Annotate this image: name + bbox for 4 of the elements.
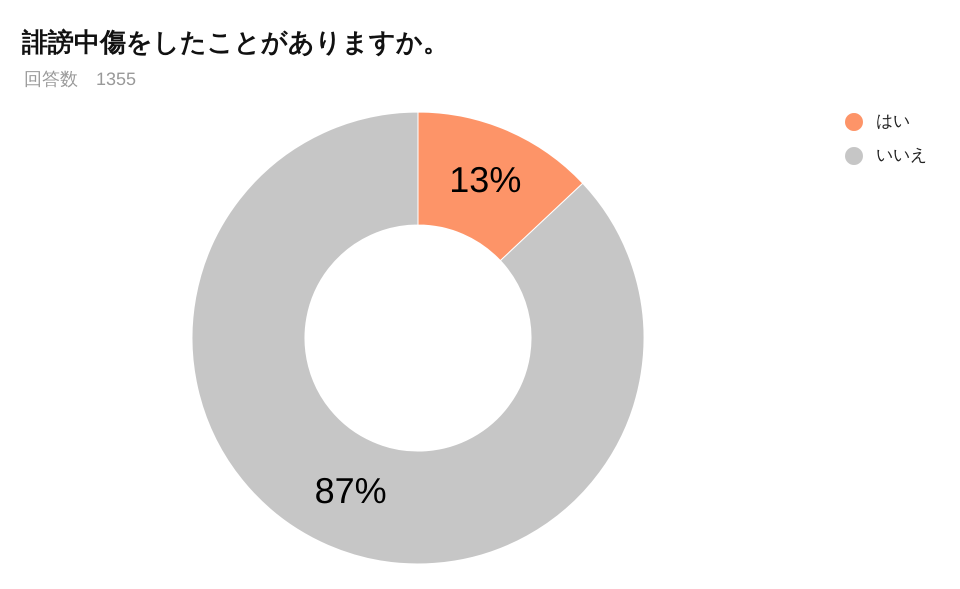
subtitle: 回答数 1355	[24, 68, 136, 89]
legend-label: はい	[876, 111, 910, 130]
title: 誹謗中傷をしたことがありますか。	[22, 26, 449, 57]
legend-label: いいえ	[876, 145, 927, 164]
